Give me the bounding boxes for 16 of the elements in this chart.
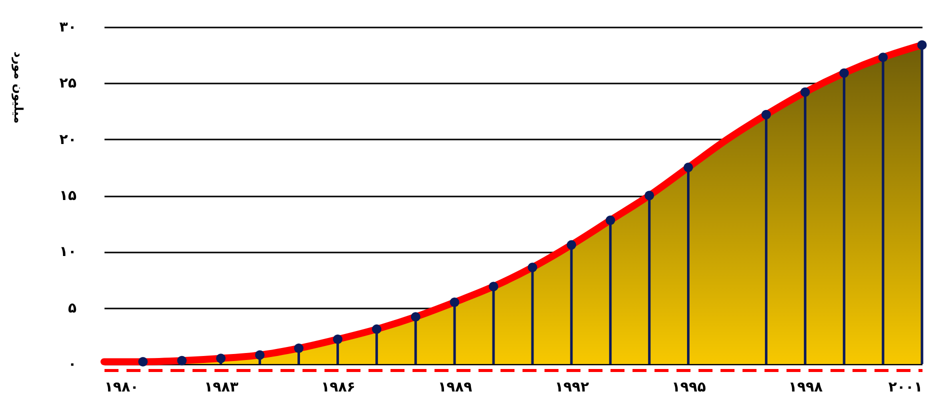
y-tick-label: ۳۰: [59, 20, 76, 36]
x-tick-label: ۱۹۸۳: [204, 380, 239, 396]
x-tick-label: ۲۰۰۱: [888, 380, 922, 396]
x-tick-label: ۱۹۸۹: [438, 380, 473, 396]
x-tick-label: ۱۹۸۶: [321, 380, 356, 396]
x-tick-label: ۱۹۹۸: [788, 380, 824, 396]
y-tick-label: ۲۰: [59, 132, 76, 148]
x-tick-label: ۱۹۸۰: [104, 380, 139, 396]
y-tick-label: ۲۵: [59, 76, 77, 92]
x-tick-label: ۱۹۹۲: [554, 380, 590, 396]
y-tick-label: ۱۵: [59, 188, 77, 204]
y-axis-title: میلیون مورد: [12, 51, 26, 124]
y-tick-label: ۱۰: [59, 244, 76, 260]
y-tick-label: ۰: [68, 356, 76, 372]
x-tick-label: ۱۹۹۵: [672, 380, 706, 396]
y-tick-label: ۵: [68, 300, 77, 316]
